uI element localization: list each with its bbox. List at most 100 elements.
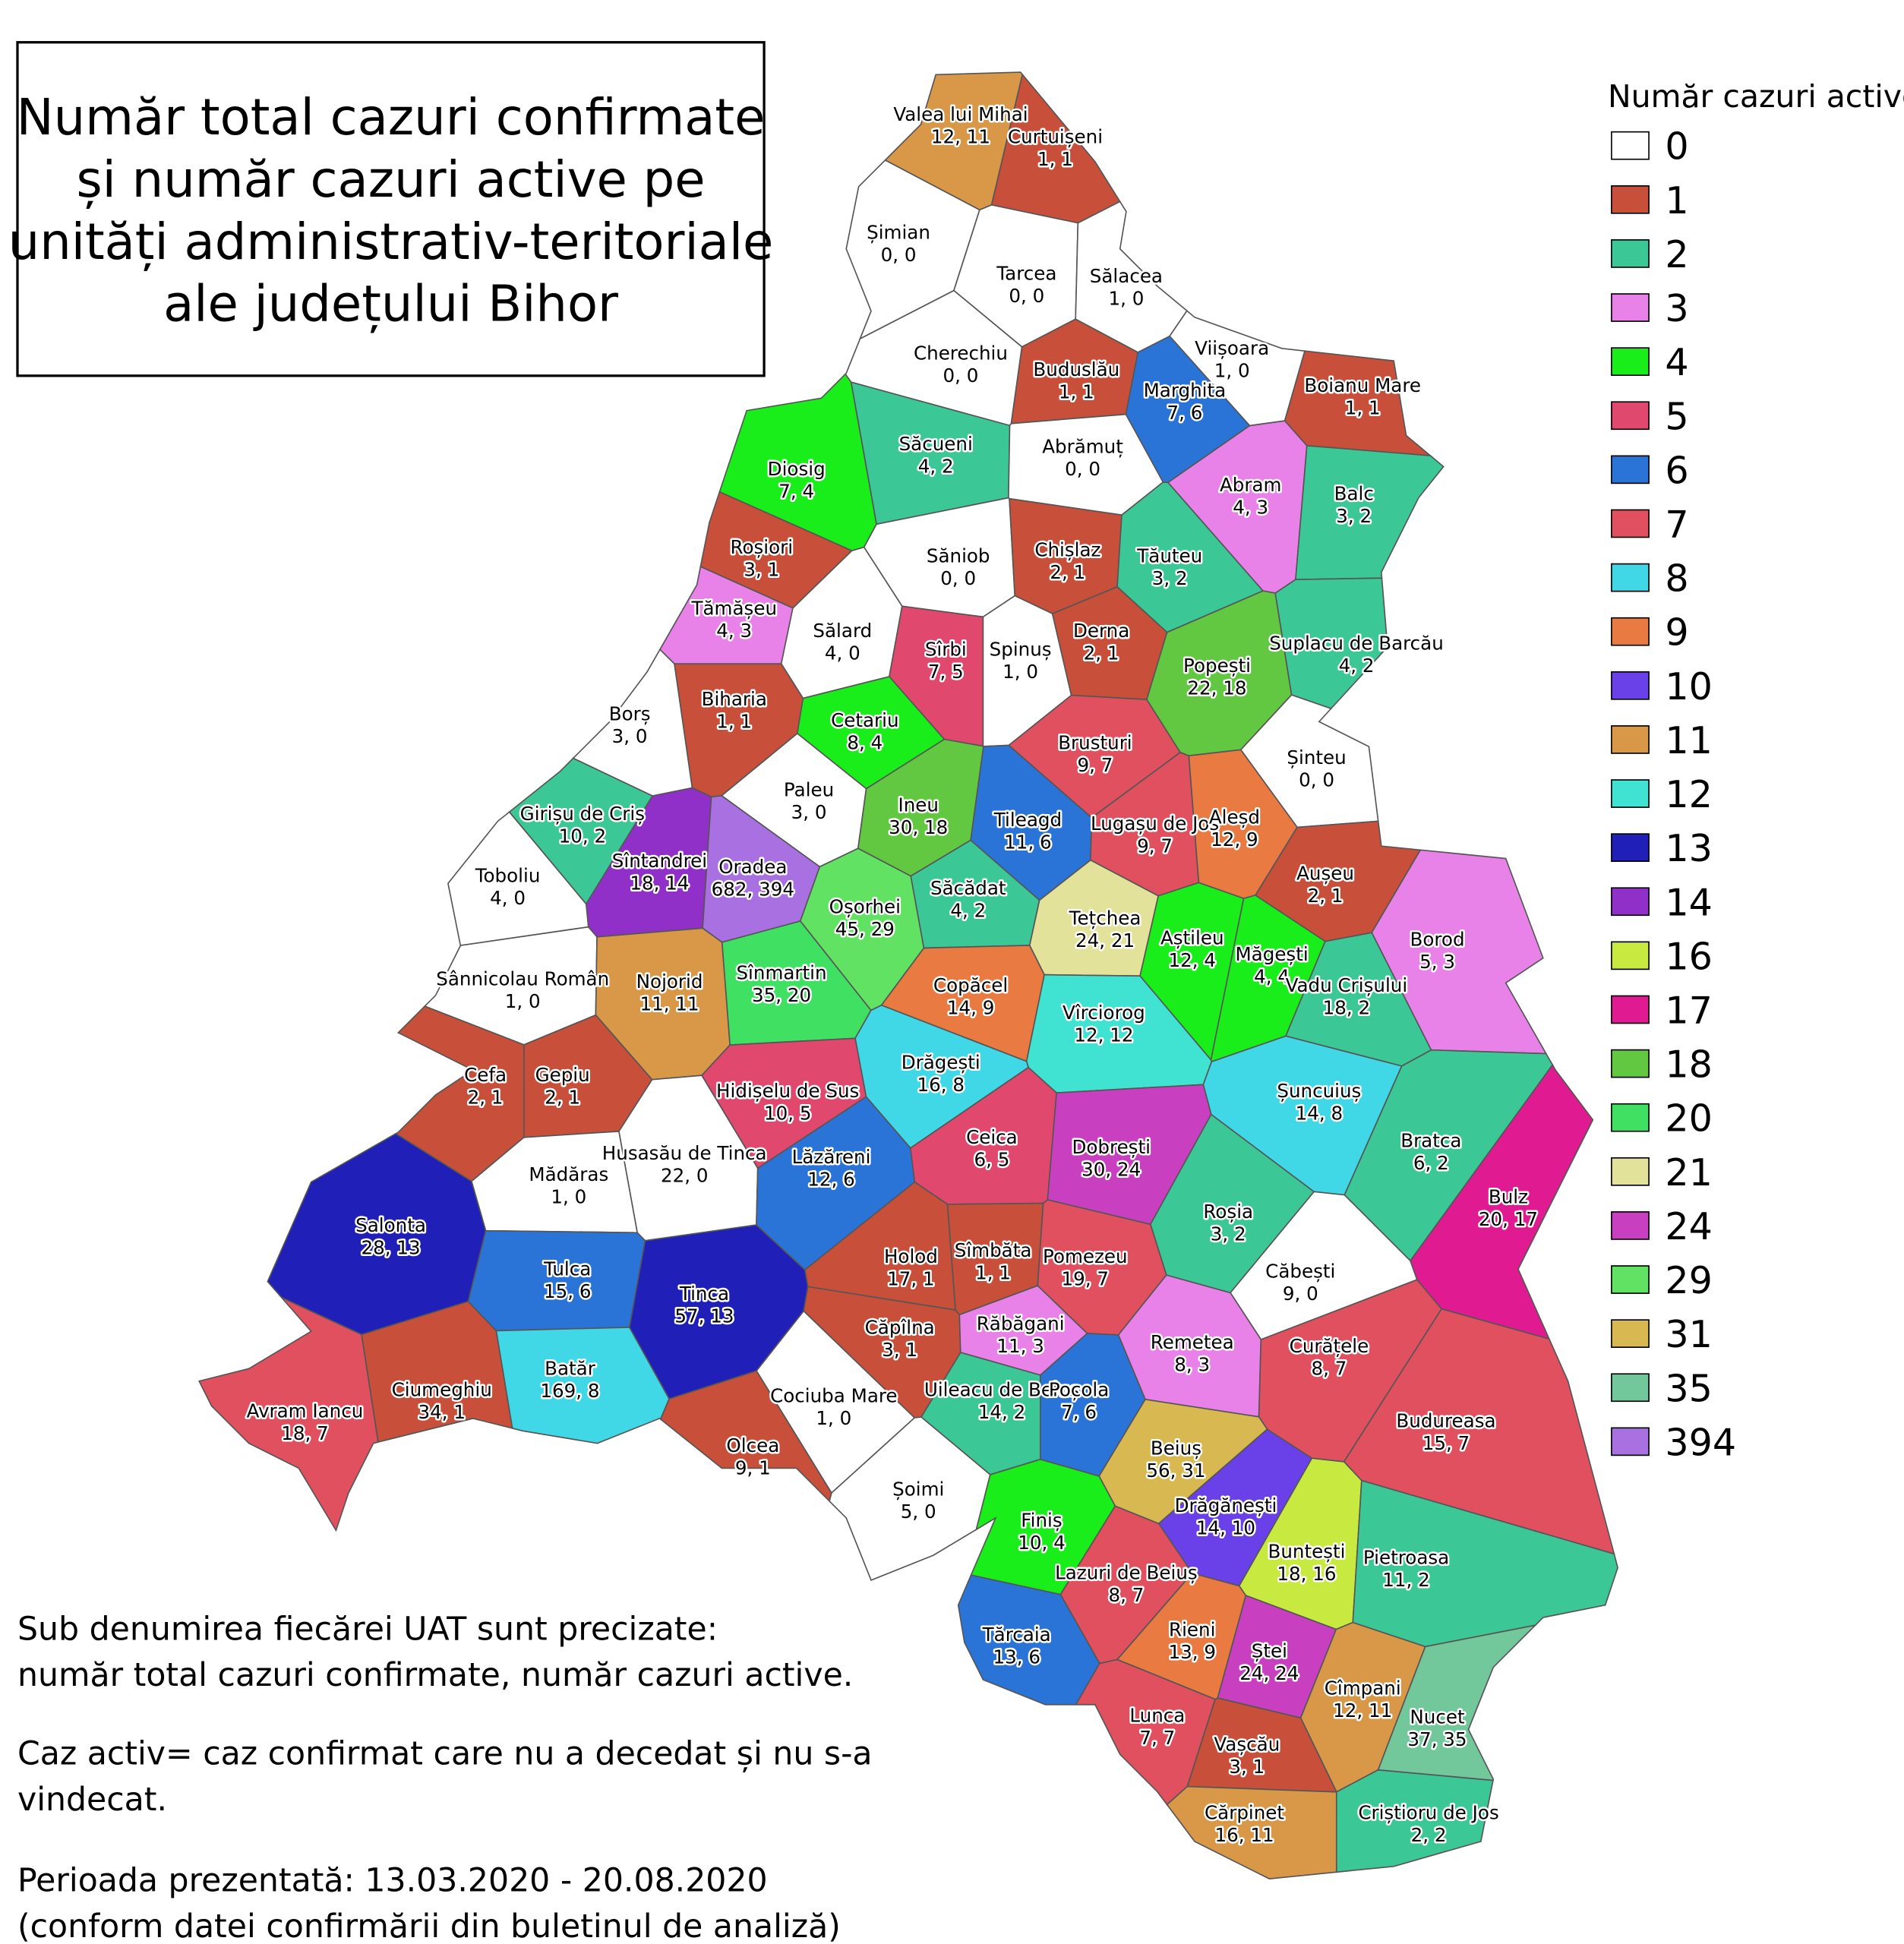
legend-label: 8 bbox=[1665, 557, 1688, 601]
region-counts: 3, 1 bbox=[1229, 1756, 1265, 1778]
legend-label: 18 bbox=[1665, 1043, 1713, 1087]
region-name: Cociuba Mare bbox=[770, 1385, 897, 1407]
region-counts: 4, 2 bbox=[918, 456, 954, 478]
region-name: Ceica bbox=[966, 1126, 1018, 1148]
region-name: Șinteu bbox=[1287, 746, 1346, 768]
region-counts: 0, 0 bbox=[1009, 285, 1044, 307]
region-name: Biharia bbox=[702, 688, 767, 710]
region-name: Cetariu bbox=[831, 709, 898, 731]
region-name: Tulca bbox=[543, 1258, 591, 1280]
region-counts: 14, 9 bbox=[947, 996, 995, 1018]
region-name: Avram Iancu bbox=[247, 1400, 364, 1422]
region-counts: 3, 1 bbox=[882, 1339, 917, 1361]
region-counts: 3, 1 bbox=[744, 559, 779, 581]
region-name: Răbăgani bbox=[977, 1313, 1065, 1335]
legend-swatch bbox=[1611, 563, 1650, 592]
region-name: Tarcea bbox=[996, 263, 1056, 285]
note: (conform datei confirmării din buletinul… bbox=[17, 1908, 841, 1944]
region-name: Popești bbox=[1183, 655, 1251, 677]
region-name: Paleu bbox=[784, 779, 834, 801]
region-counts: 3, 2 bbox=[1152, 567, 1188, 589]
region-counts: 7, 6 bbox=[1167, 402, 1202, 424]
legend-swatch bbox=[1611, 1211, 1650, 1240]
region-counts: 18, 14 bbox=[630, 873, 689, 895]
region-name: Cherechiu bbox=[914, 342, 1008, 364]
region-name: Sânnicolau Român bbox=[436, 968, 609, 990]
region-name: Oradea bbox=[718, 856, 787, 878]
legend-swatch bbox=[1611, 455, 1650, 484]
region-counts: 10, 5 bbox=[764, 1103, 812, 1125]
region-name: Nucet bbox=[1410, 1706, 1465, 1728]
region-counts: 682, 394 bbox=[712, 879, 794, 901]
legend-label: 2 bbox=[1665, 232, 1688, 276]
legend-swatch bbox=[1611, 887, 1650, 917]
region-counts: 5, 3 bbox=[1419, 951, 1455, 973]
region-name: Hidișelu de Sus bbox=[716, 1080, 859, 1102]
region-name: Vîrciorog bbox=[1063, 1002, 1145, 1024]
region-name: Șoimi bbox=[892, 1478, 944, 1500]
legend-swatch bbox=[1611, 995, 1650, 1024]
region-name: Valea lui Mihai bbox=[893, 103, 1028, 125]
region-counts: 8, 3 bbox=[1174, 1354, 1210, 1376]
region-name: Sălard bbox=[813, 620, 872, 642]
legend-label: 14 bbox=[1665, 880, 1713, 924]
note: Caz activ= caz confirmat care nu a deced… bbox=[17, 1734, 873, 1772]
region-name: Ciumeghiu bbox=[392, 1378, 492, 1400]
region-counts: 30, 18 bbox=[889, 816, 948, 838]
region-counts: 1, 1 bbox=[1059, 380, 1094, 402]
region-counts: 0, 0 bbox=[943, 364, 979, 387]
region-name: Spinuș bbox=[990, 638, 1052, 660]
region-name: Sălacea bbox=[1090, 265, 1163, 287]
region-counts: 9, 7 bbox=[1077, 754, 1113, 776]
region bbox=[198, 1296, 379, 1532]
legend-swatch bbox=[1611, 725, 1650, 754]
legend-label: 3 bbox=[1665, 286, 1688, 330]
region-name: Toboliu bbox=[475, 865, 541, 887]
region-name: Batăr bbox=[545, 1358, 596, 1380]
region-name: Beiuș bbox=[1151, 1437, 1201, 1459]
region-counts: 6, 5 bbox=[974, 1148, 1009, 1170]
region-counts: 18, 7 bbox=[281, 1422, 329, 1444]
region-name: Aușeu bbox=[1296, 862, 1354, 884]
region-counts: 8, 4 bbox=[847, 731, 883, 753]
region-counts: 2, 1 bbox=[468, 1086, 504, 1108]
legend-swatch bbox=[1611, 401, 1650, 431]
region-counts: 9, 7 bbox=[1137, 835, 1173, 857]
title-line: și număr cazuri active pe bbox=[77, 151, 706, 209]
region-counts: 7, 6 bbox=[1061, 1401, 1097, 1423]
region-counts: 24, 21 bbox=[1075, 929, 1135, 951]
legend-swatch bbox=[1611, 941, 1650, 970]
region-counts: 3, 2 bbox=[1211, 1223, 1246, 1245]
region-name: Pomezeu bbox=[1043, 1245, 1128, 1267]
region-counts: 7, 7 bbox=[1139, 1727, 1175, 1749]
region-counts: 13, 6 bbox=[993, 1646, 1040, 1668]
region-counts: 1, 1 bbox=[975, 1261, 1011, 1283]
region-counts: 28, 13 bbox=[361, 1237, 420, 1259]
region-name: Pietroasa bbox=[1363, 1547, 1449, 1569]
region-counts: 0, 0 bbox=[1065, 458, 1100, 480]
region-name: Drăgești bbox=[901, 1051, 980, 1073]
region-counts: 1, 1 bbox=[716, 711, 752, 733]
region-counts: 12, 4 bbox=[1168, 949, 1216, 971]
legend-label: 12 bbox=[1665, 772, 1713, 816]
region-counts: 1, 0 bbox=[1003, 661, 1038, 683]
region-counts: 4, 2 bbox=[1339, 655, 1375, 677]
region-counts: 24, 24 bbox=[1239, 1662, 1299, 1684]
region-name: Finiș bbox=[1021, 1509, 1062, 1531]
region-name: Oșorhei bbox=[829, 896, 901, 918]
region-counts: 12, 11 bbox=[931, 125, 990, 147]
region-name: Chișlaz bbox=[1034, 538, 1100, 560]
region-name: Curățele bbox=[1290, 1335, 1369, 1357]
region-name: Săniob bbox=[927, 545, 990, 567]
region-counts: 1, 1 bbox=[1345, 397, 1381, 419]
region-name: Vașcău bbox=[1214, 1733, 1280, 1755]
region-counts: 11, 11 bbox=[639, 993, 699, 1015]
legend-label: 24 bbox=[1665, 1204, 1713, 1248]
region-counts: 18, 16 bbox=[1277, 1563, 1336, 1585]
legend-label: 1 bbox=[1665, 178, 1688, 222]
legend-swatch bbox=[1611, 509, 1650, 538]
region-name: Buduslău bbox=[1033, 358, 1119, 380]
region-counts: 2, 1 bbox=[545, 1086, 580, 1108]
region-name: Lazuri de Beiuș bbox=[1055, 1561, 1198, 1583]
